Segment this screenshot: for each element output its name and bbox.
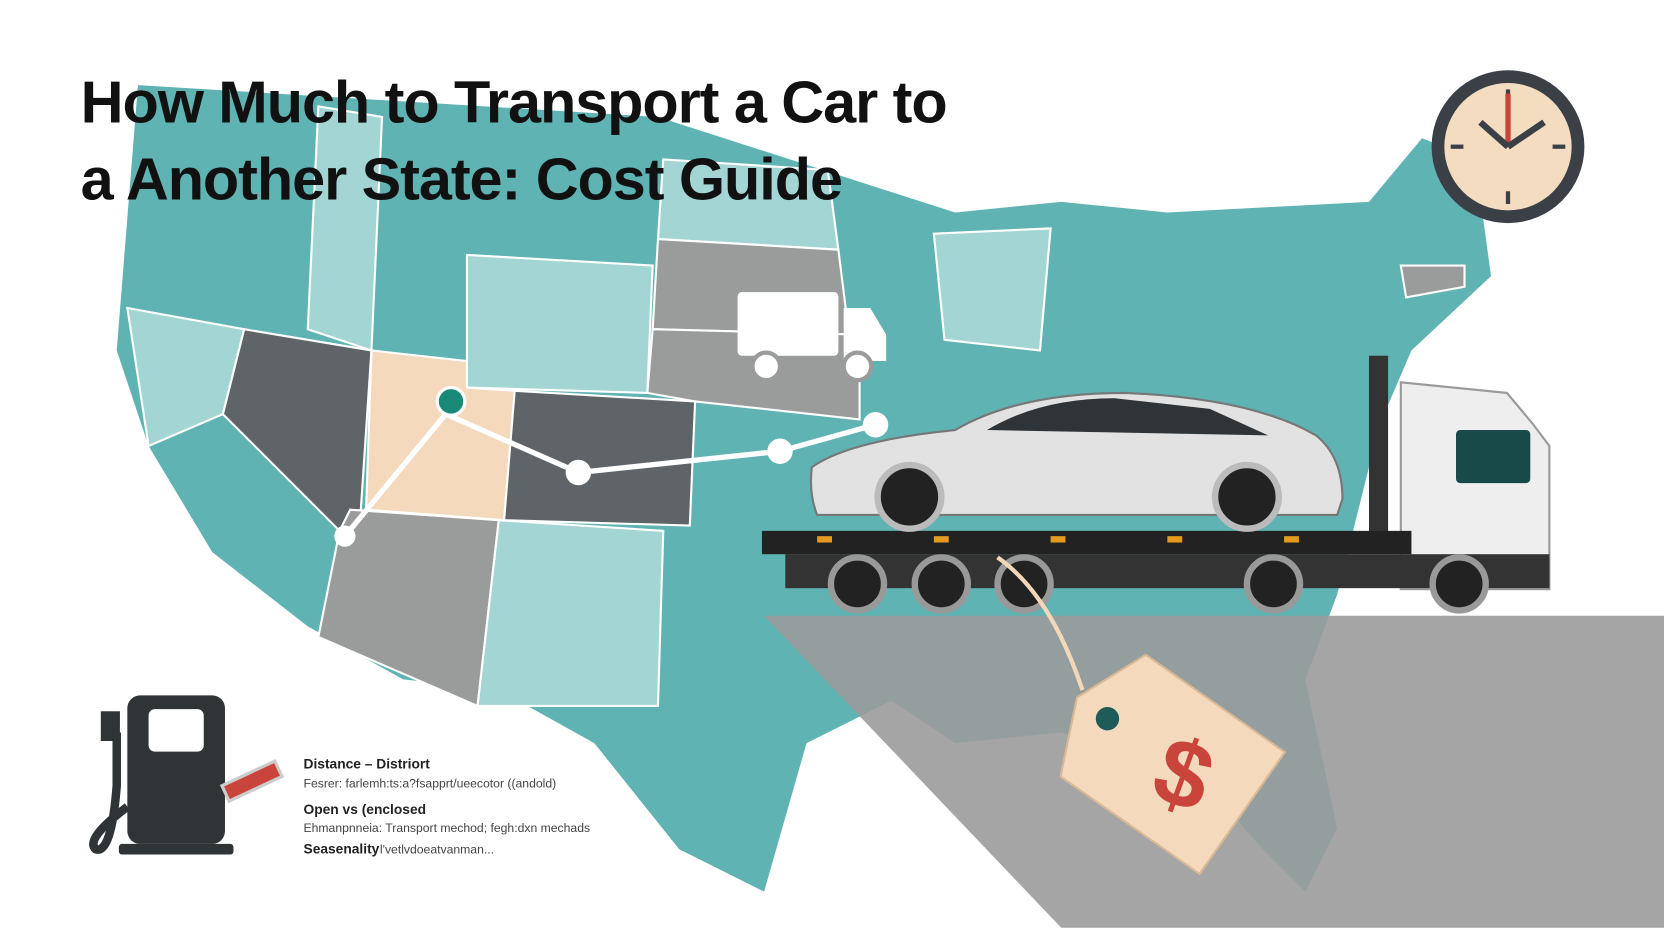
price-tag: $ [996, 555, 1287, 876]
factor-heading: Seasenality [304, 841, 380, 856]
title: How Much to Transport a Car to a Another… [81, 68, 948, 213]
factor-heading: Distance – Distriort [304, 757, 431, 772]
factor-detail: Fesrer: farlemh:ts:a?fsapprt/ueecotor ((… [304, 777, 557, 791]
factor-heading: Open vs (enclosed [304, 802, 427, 817]
car-carrier [761, 355, 1551, 614]
factor-detail: Ehmanpnneia: Transport mechod; fegh:dxn … [304, 821, 591, 835]
fuel-pump [89, 695, 285, 855]
clock [1431, 70, 1585, 224]
truck-icon [737, 292, 887, 383]
title-line: How Much to Transport a Car to [81, 68, 947, 135]
route [334, 386, 889, 547]
factor-detail: l'vetlvdoeatvanman... [380, 842, 494, 856]
title-line: a Another State: Cost Guide [81, 146, 842, 213]
factors: Distance – Distriort Fesrer: farlemh:ts:… [304, 757, 591, 857]
